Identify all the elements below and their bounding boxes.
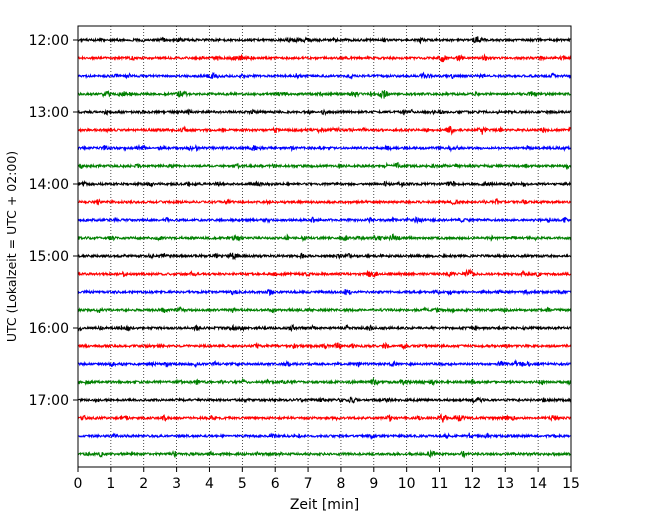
- trace-1730: [77, 432, 572, 441]
- trace-1745: [77, 449, 572, 459]
- trace-1600: [77, 323, 572, 333]
- trace-1300: [77, 108, 572, 117]
- seismic-traces: [77, 36, 572, 459]
- y-tick-label: 13:00: [29, 105, 69, 121]
- trace-1430: [77, 216, 572, 225]
- y-axis-label: UTC (Lokalzeit = UTC + 02:00): [4, 151, 19, 342]
- y-tick-label: 17:00: [29, 393, 69, 409]
- trace-1245: [77, 89, 572, 100]
- trace-1700: [77, 396, 572, 404]
- trace-1400: [77, 179, 572, 188]
- y-tick-label: 16:00: [29, 321, 69, 337]
- trace-1530: [77, 288, 572, 297]
- x-tick-label: 15: [562, 476, 580, 492]
- x-tick-label: 7: [304, 476, 313, 492]
- x-tick-label: 10: [398, 476, 416, 492]
- trace-1315: [77, 125, 572, 136]
- x-axis-ticks: 0 1 2 3 4 5 6 7 8 9 10 11 12 13 14 15: [74, 467, 580, 492]
- x-tick-label: 4: [205, 476, 214, 492]
- trace-1415: [77, 198, 572, 206]
- x-tick-label: 5: [238, 476, 247, 492]
- trace-1345: [77, 161, 572, 171]
- plot-frame: [77, 25, 572, 468]
- trace-1615: [77, 341, 572, 351]
- y-tick-label: 12:00: [29, 33, 69, 49]
- trace-1515: [77, 268, 572, 279]
- y-tick-label: 15:00: [29, 249, 69, 265]
- x-tick-label: 3: [172, 476, 181, 492]
- trace-1630: [77, 358, 572, 369]
- trace-1330: [77, 143, 572, 153]
- x-tick-label: 13: [496, 476, 514, 492]
- trace-1215: [77, 53, 572, 63]
- x-tick-label: 11: [431, 476, 449, 492]
- x-tick-label: 1: [106, 476, 115, 492]
- trace-1500: [77, 252, 572, 261]
- x-tick-label: 2: [139, 476, 148, 492]
- y-axis-ticks: 12:00 13:00 14:00 15:00 16:00 17:00: [29, 33, 78, 409]
- x-tick-label: 9: [369, 476, 378, 492]
- x-axis-label: Zeit [min]: [290, 497, 359, 513]
- x-tick-label: 8: [336, 476, 345, 492]
- x-tick-label: 0: [74, 476, 83, 492]
- trace-1230: [77, 71, 572, 80]
- trace-1715: [77, 413, 572, 423]
- x-tick-label: 12: [463, 476, 481, 492]
- trace-1200: [77, 36, 572, 45]
- x-tick-label: 6: [271, 476, 280, 492]
- trace-1645: [77, 376, 572, 387]
- trace-1545: [77, 306, 572, 314]
- y-tick-label: 14:00: [29, 177, 69, 193]
- trace-1445: [77, 233, 572, 243]
- x-tick-label: 14: [529, 476, 547, 492]
